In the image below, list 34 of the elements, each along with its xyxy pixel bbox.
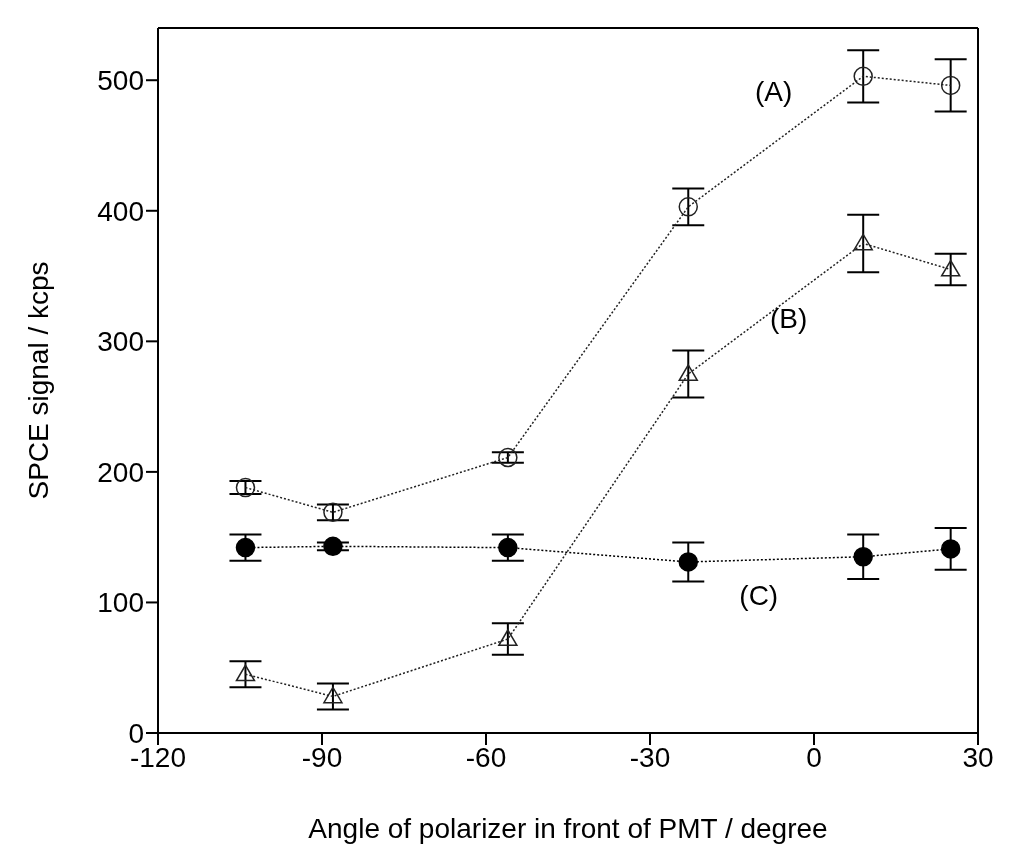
x-tick-label: -90: [301, 741, 343, 773]
point: [678, 364, 699, 382]
y-axis-title: SPCE signal / kcps: [22, 261, 54, 500]
point: [853, 233, 873, 251]
series-label: (C): [739, 579, 779, 611]
point: [323, 536, 343, 557]
x-tick-label: -60: [465, 741, 507, 773]
x-tick-label: 0: [806, 741, 822, 773]
point: [678, 552, 699, 572]
y-tick-label: 200: [97, 456, 144, 488]
point: [853, 547, 873, 567]
series-label: (A): [755, 76, 793, 108]
y-tick-label: 0: [128, 717, 144, 749]
series-label: (B): [770, 303, 808, 335]
point: [323, 502, 343, 523]
x-tick-label: -30: [629, 741, 671, 773]
point: [940, 259, 961, 277]
y-tick-label: 400: [97, 195, 144, 227]
point: [678, 197, 699, 217]
point: [235, 537, 256, 558]
point: [498, 447, 518, 468]
y-tick-label: 100: [97, 587, 144, 619]
point: [940, 75, 961, 96]
point: [498, 629, 518, 647]
point: [940, 539, 961, 559]
point: [323, 686, 343, 704]
y-tick-label: 500: [97, 65, 144, 97]
point: [853, 66, 873, 87]
point: [235, 477, 256, 498]
x-axis-title: Angle of polarizer in front of PMT / degree: [308, 813, 828, 844]
point: [498, 537, 518, 558]
point: [235, 664, 256, 682]
y-tick-label: 300: [97, 326, 144, 358]
x-tick-label: 30: [962, 741, 994, 773]
